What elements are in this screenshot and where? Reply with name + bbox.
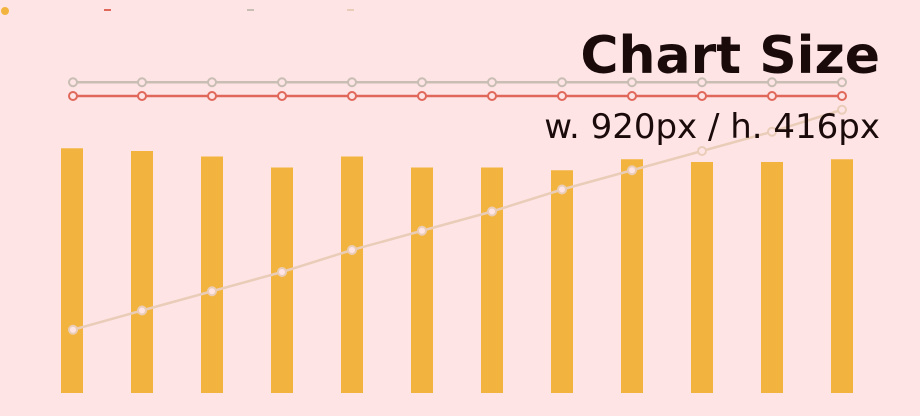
line-red-point-7 (487, 91, 497, 101)
line-red-point-6 (417, 91, 427, 101)
bar-5 (341, 156, 363, 393)
line-rising-point-11 (767, 126, 777, 137)
line-rising-point-12 (837, 104, 847, 115)
line-rising-point-1 (68, 324, 78, 335)
legend-dot-bars (1, 7, 9, 15)
line-rising-point-3 (207, 286, 217, 297)
legend-dash-gray (247, 9, 254, 11)
line-gray-point-5 (347, 77, 357, 88)
line-rising-point-5 (347, 245, 357, 255)
bar-10 (691, 162, 713, 393)
line-red-point-2 (137, 91, 147, 101)
bar-11 (761, 162, 783, 393)
line-rising-point-9 (627, 165, 637, 176)
bar-3 (201, 156, 223, 393)
line-gray-point-8 (557, 77, 567, 88)
bar-2 (131, 151, 153, 393)
line-rising (72, 108, 843, 331)
line-rising-point-2 (137, 305, 147, 316)
line-gray-point-9 (627, 77, 637, 88)
line-red-point-5 (347, 91, 357, 101)
line-gray-point-12 (837, 77, 847, 88)
bar-4 (271, 167, 293, 393)
line-gray-point-7 (487, 77, 497, 88)
legend-dash-red (104, 9, 111, 11)
line-red-point-4 (277, 91, 287, 101)
bar-7 (481, 167, 503, 393)
line-red-point-1 (68, 91, 78, 101)
line-rising-point-6 (417, 225, 427, 236)
line-gray-point-10 (697, 77, 707, 88)
legend-dash-rising (347, 9, 354, 11)
line-gray-point-3 (207, 77, 217, 88)
line-red-point-9 (627, 91, 637, 101)
line-gray-point-11 (767, 77, 777, 88)
bar-1 (61, 148, 83, 393)
chart-size-subtitle: w. 920px / h. 416px (544, 107, 880, 147)
line-red-point-10 (697, 91, 707, 101)
line-red-point-11 (767, 91, 777, 101)
bar-9 (621, 159, 643, 393)
chart-size-title: Chart Size (580, 26, 880, 86)
bar-6 (411, 167, 433, 393)
line-rising-point-10 (697, 146, 707, 156)
line-gray-point-1 (68, 77, 78, 88)
bar-12 (831, 159, 853, 393)
line-gray-point-4 (277, 77, 287, 88)
line-gray-point-6 (417, 77, 427, 88)
line-rising-point-8 (557, 184, 567, 195)
line-red-point-12 (837, 91, 847, 101)
line-rising-point-4 (277, 267, 287, 277)
line-gray-point-2 (137, 77, 147, 88)
line-red-point-8 (557, 91, 567, 101)
line-red-point-3 (207, 91, 217, 101)
line-rising-point-7 (487, 206, 497, 217)
bar-8 (551, 170, 573, 393)
